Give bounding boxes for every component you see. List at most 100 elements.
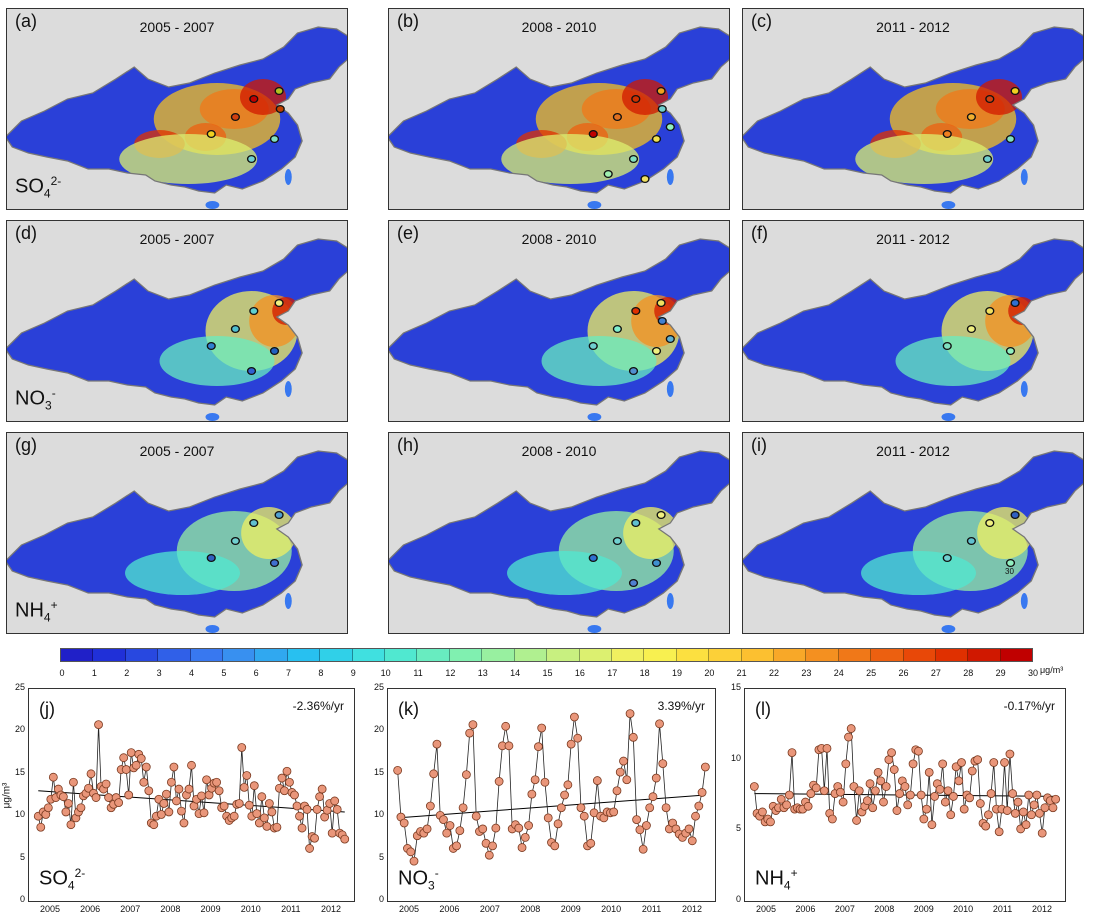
taiwan-island <box>666 381 674 397</box>
province-borders <box>389 450 729 618</box>
taiwan-island <box>666 169 674 185</box>
data-point <box>895 789 905 798</box>
site-marker <box>206 341 216 350</box>
species-label: SO42- <box>15 174 61 201</box>
colorbar-tick-label: 10 <box>380 668 391 678</box>
data-point <box>234 799 244 808</box>
panel-label: (f) <box>751 223 768 243</box>
colorbar-segment <box>320 649 353 661</box>
data-point <box>139 777 149 787</box>
data-point <box>553 819 563 829</box>
species-subscript: 4 <box>67 879 75 893</box>
x-tick-label: 2005 <box>398 904 420 914</box>
province-borders <box>7 26 347 194</box>
data-point <box>484 850 494 860</box>
x-tick-label: 2008 <box>874 904 895 914</box>
data-point <box>409 856 419 866</box>
data-point <box>556 803 566 813</box>
data-point <box>527 789 537 799</box>
concentration-hotspot <box>861 551 976 595</box>
data-point <box>177 806 186 816</box>
y-tick-label: 15 <box>14 766 25 777</box>
data-point <box>94 720 103 730</box>
species-charge: - <box>51 386 56 401</box>
timeseries-plot <box>33 720 350 853</box>
data-point <box>199 808 209 818</box>
data-point <box>1024 790 1034 800</box>
x-tick-label: 2010 <box>240 904 261 914</box>
data-point <box>806 789 816 798</box>
china-map <box>389 238 729 421</box>
colorbar-tick-label: 19 <box>671 668 682 678</box>
data-point <box>625 709 635 718</box>
data-point <box>197 791 206 801</box>
concentration-hotspot <box>501 134 640 184</box>
data-point <box>292 801 302 811</box>
data-point <box>327 828 337 838</box>
data-point <box>259 813 269 823</box>
hainan-island <box>587 625 602 633</box>
colorbar-tick-label: 7 <box>286 668 292 678</box>
data-point <box>332 805 342 814</box>
data-point <box>471 811 481 821</box>
data-point <box>1051 794 1061 804</box>
concentration-hotspot <box>541 336 657 386</box>
data-point <box>317 784 327 794</box>
data-point <box>1040 803 1050 813</box>
data-point <box>566 739 576 749</box>
data-point <box>1010 808 1020 818</box>
colorbar-segment <box>449 649 483 661</box>
species-charge: + <box>790 866 798 881</box>
colorbar-tick-label: 18 <box>639 668 650 678</box>
data-point <box>868 803 878 813</box>
data-point <box>938 759 948 769</box>
site-marker <box>656 86 666 95</box>
trend-annotation: -0.17%/yr <box>1003 699 1055 713</box>
y-tick-label: 20 <box>373 724 384 735</box>
x-tick-label: 2008 <box>520 904 541 914</box>
data-point <box>514 823 524 833</box>
colorbar-segment <box>61 649 94 661</box>
data-point <box>876 776 886 786</box>
data-point <box>179 818 189 828</box>
data-point <box>114 798 124 808</box>
colorbar-tick-label: 20 <box>704 668 715 678</box>
data-point <box>501 721 511 731</box>
data-point <box>285 777 294 787</box>
data-point <box>940 797 950 807</box>
site-marker <box>612 112 623 121</box>
period-title: 2005 - 2007 <box>139 231 215 247</box>
x-tick-label: 2006 <box>80 904 101 914</box>
data-point <box>272 822 282 832</box>
data-point <box>844 732 853 742</box>
data-point <box>252 809 262 819</box>
site-marker <box>269 134 280 143</box>
data-point <box>524 821 533 830</box>
data-point <box>892 806 902 815</box>
colorbar-tick-label: 2 <box>124 668 130 678</box>
site-marker <box>246 367 257 376</box>
concentration-hotspot <box>119 134 258 184</box>
data-point <box>784 790 794 800</box>
x-tick-label: 2010 <box>953 904 974 914</box>
map-panel: (h) 2008 - 2010 <box>388 432 730 634</box>
data-point <box>302 805 312 814</box>
province-borders <box>389 238 729 406</box>
data-point <box>822 743 832 753</box>
site-marker <box>985 306 995 315</box>
data-point <box>159 799 169 808</box>
data-point <box>576 803 586 813</box>
species-base: SO <box>39 868 68 890</box>
province-borders <box>743 238 1083 406</box>
site-marker <box>665 334 675 343</box>
y-tick-label: 5 <box>378 851 384 862</box>
data-point <box>922 804 931 814</box>
colorbar-segment <box>903 649 936 661</box>
data-point <box>1005 749 1015 759</box>
colorbar-tick-label: 11 <box>413 668 423 678</box>
data-point <box>174 784 184 794</box>
data-point <box>534 742 543 752</box>
colorbar-segment <box>514 649 548 661</box>
site-marker <box>651 558 662 567</box>
data-point <box>1013 797 1023 807</box>
